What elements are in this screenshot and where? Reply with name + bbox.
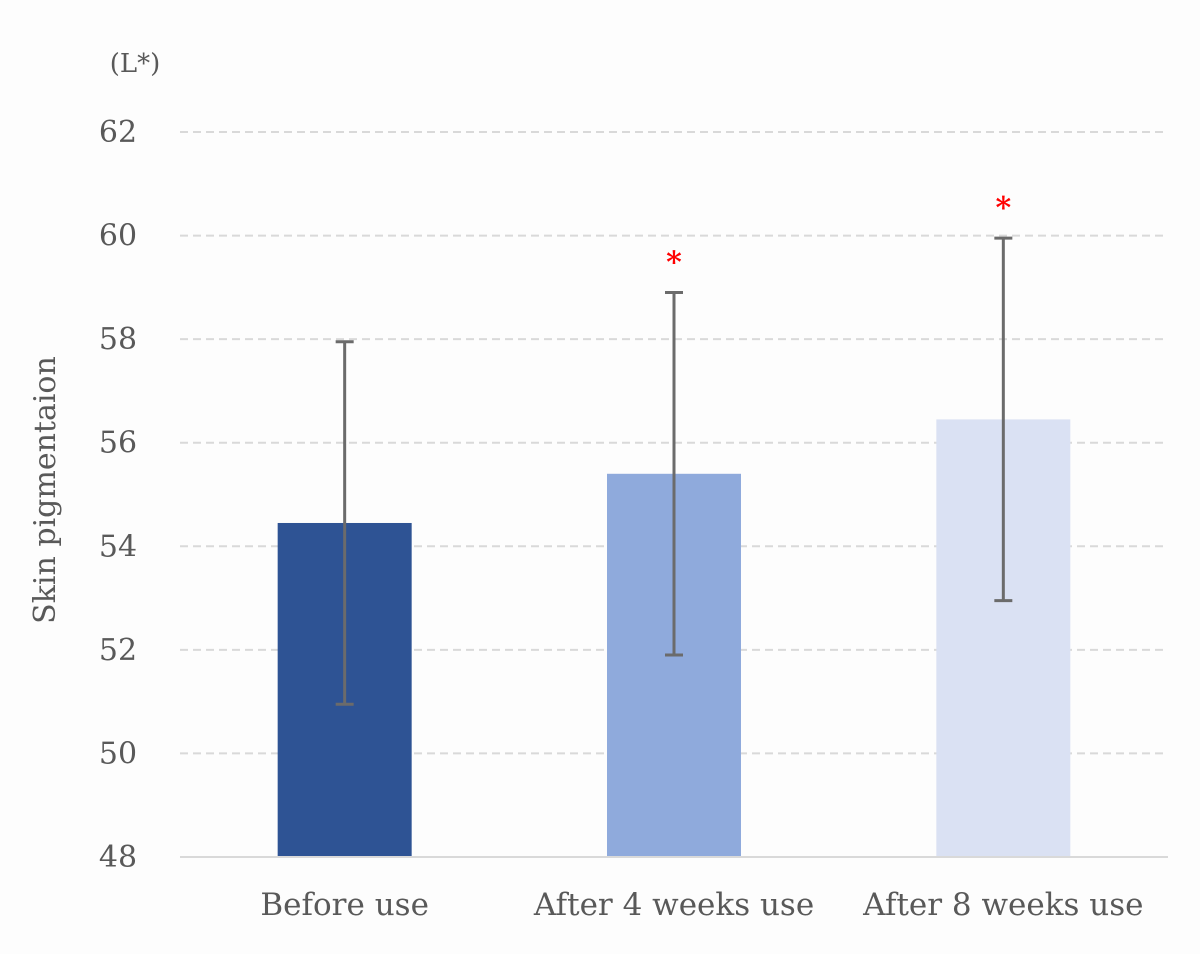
y-tick-label: 52 xyxy=(99,633,137,668)
y-axis-title: Skin pigmentaion xyxy=(28,356,63,624)
y-tick-label: 48 xyxy=(99,840,137,875)
significance-marker: * xyxy=(995,191,1011,226)
significance-markers: ** xyxy=(666,191,1011,280)
bars xyxy=(277,419,1071,857)
y-tick-label: 50 xyxy=(99,736,137,771)
y-tick-label: 58 xyxy=(99,322,137,357)
y-unit-label: (L*) xyxy=(110,49,161,79)
x-category-label: Before use xyxy=(260,887,429,923)
y-tick-label: 62 xyxy=(99,115,137,150)
x-category-label: After 8 weeks use xyxy=(862,887,1143,923)
x-category-labels: Before use After 4 weeks use After 8 weeks… xyxy=(260,887,1143,923)
significance-marker: * xyxy=(666,246,682,281)
y-tick-labels: 48 50 52 54 56 58 60 62 xyxy=(99,115,137,875)
error-bars xyxy=(335,236,1013,706)
y-tick-label: 56 xyxy=(99,426,137,461)
x-category-label: After 4 weeks use xyxy=(533,887,814,923)
y-tick-label: 60 xyxy=(99,219,137,254)
y-tick-label: 54 xyxy=(99,529,137,564)
